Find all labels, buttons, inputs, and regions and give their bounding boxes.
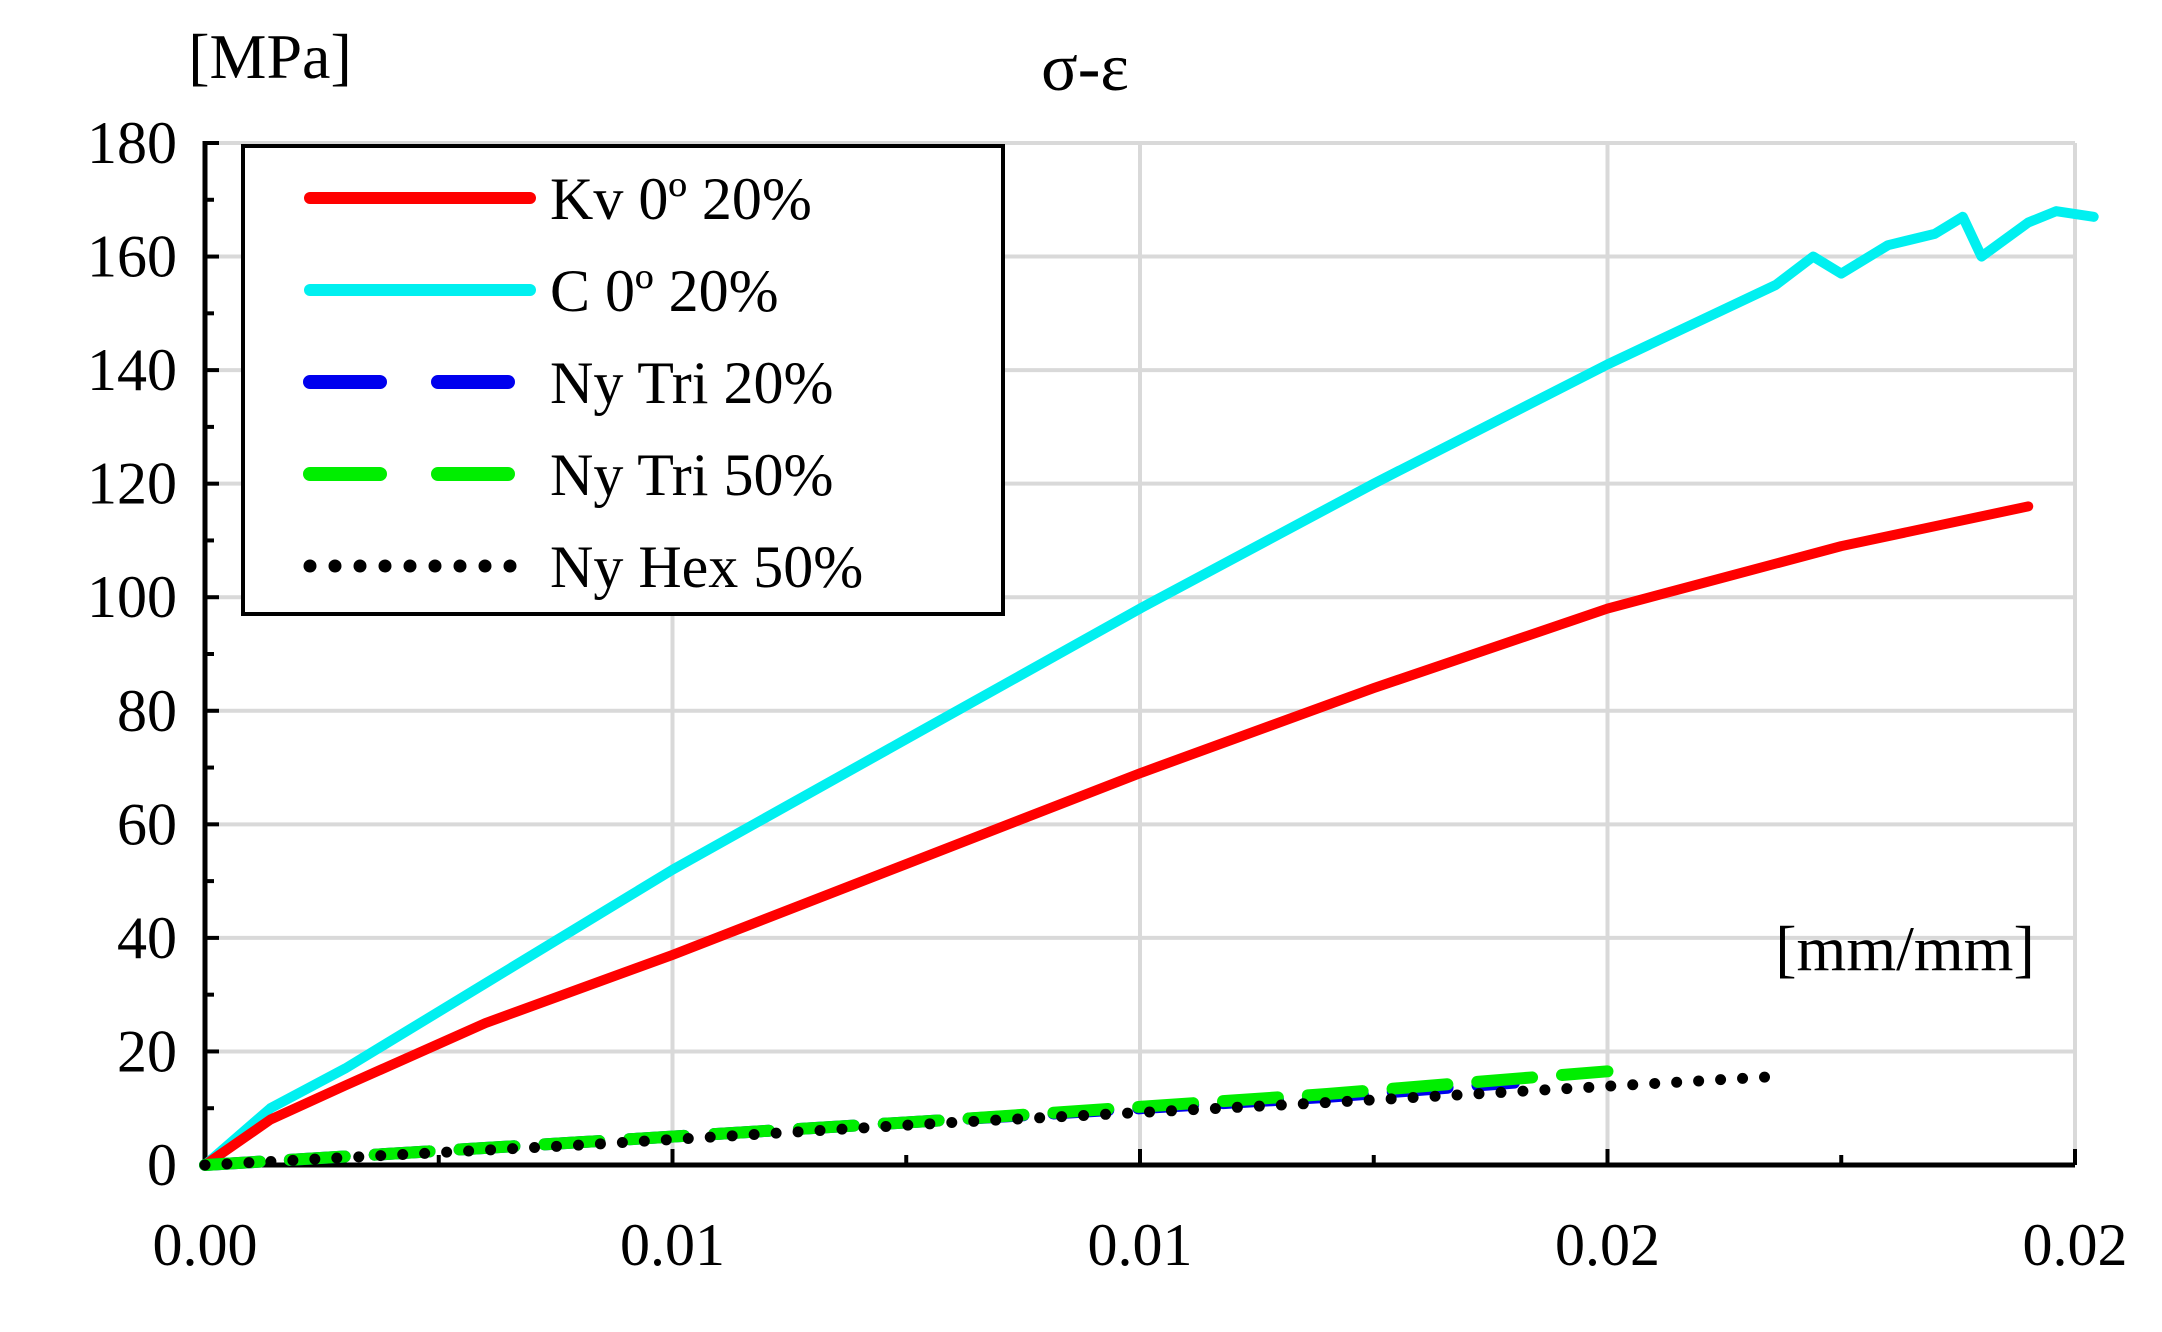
series-line-c-0-20: [200, 206, 2099, 1170]
y-tick-label: 140: [87, 337, 177, 403]
axes: [202, 141, 2077, 1168]
legend-entry-kv-0-20: Kv 0º 20%: [304, 166, 812, 232]
legend-label: Ny Tri 50%: [550, 442, 833, 508]
y-tick-label: 60: [117, 791, 177, 857]
y-tick-label: 180: [87, 110, 177, 176]
chart-title: σ-ε: [1041, 29, 1129, 105]
legend: Kv 0º 20% C 0º 20% Ny Tri 20% Ny Tri 50% Ny …: [241, 144, 1005, 616]
x-tick-label: 0.01: [1088, 1212, 1193, 1278]
y-tick-label: 0: [147, 1132, 177, 1198]
legend-label: C 0º 20%: [550, 258, 779, 324]
y-tick-label: 120: [87, 451, 177, 517]
y-tick-label: 160: [87, 224, 177, 290]
legend-label: Kv 0º 20%: [550, 166, 812, 232]
series-line-kv-0-20: [200, 501, 2034, 1170]
y-axis-unit-label: [MPa]: [188, 21, 352, 92]
legend-entry-c-0-20: C 0º 20%: [304, 258, 779, 324]
x-tick-label: 0.01: [620, 1212, 725, 1278]
x-tick-label: 0.02: [2023, 1212, 2128, 1278]
tick-labels: 0 20 40 60 80 100 120 140 160 180 0.00 0.01 0.01 0.02…: [87, 110, 2128, 1278]
y-tick-label: 20: [117, 1018, 177, 1084]
series-line-ny-tri-50: [199, 1065, 1614, 1171]
legend-entry-ny-tri-20: Ny Tri 20%: [303, 350, 833, 416]
x-tick-label: 0.02: [1555, 1212, 1660, 1278]
legend-entry-ny-hex-50: Ny Hex 50%: [303, 534, 863, 600]
x-axis-unit-label: [mm/mm]: [1775, 913, 2035, 984]
series-lines: [199, 206, 2099, 1171]
y-tick-label: 100: [87, 564, 177, 630]
x-tick-label: 0.00: [153, 1212, 258, 1278]
legend-label: Ny Tri 20%: [550, 350, 833, 416]
series-line-ny-hex-50: [199, 1071, 1772, 1171]
y-tick-label: 40: [117, 905, 177, 971]
y-tick-label: 80: [117, 678, 177, 744]
legend-entry-ny-tri-50: Ny Tri 50%: [303, 442, 833, 508]
legend-label: Ny Hex 50%: [550, 534, 863, 600]
